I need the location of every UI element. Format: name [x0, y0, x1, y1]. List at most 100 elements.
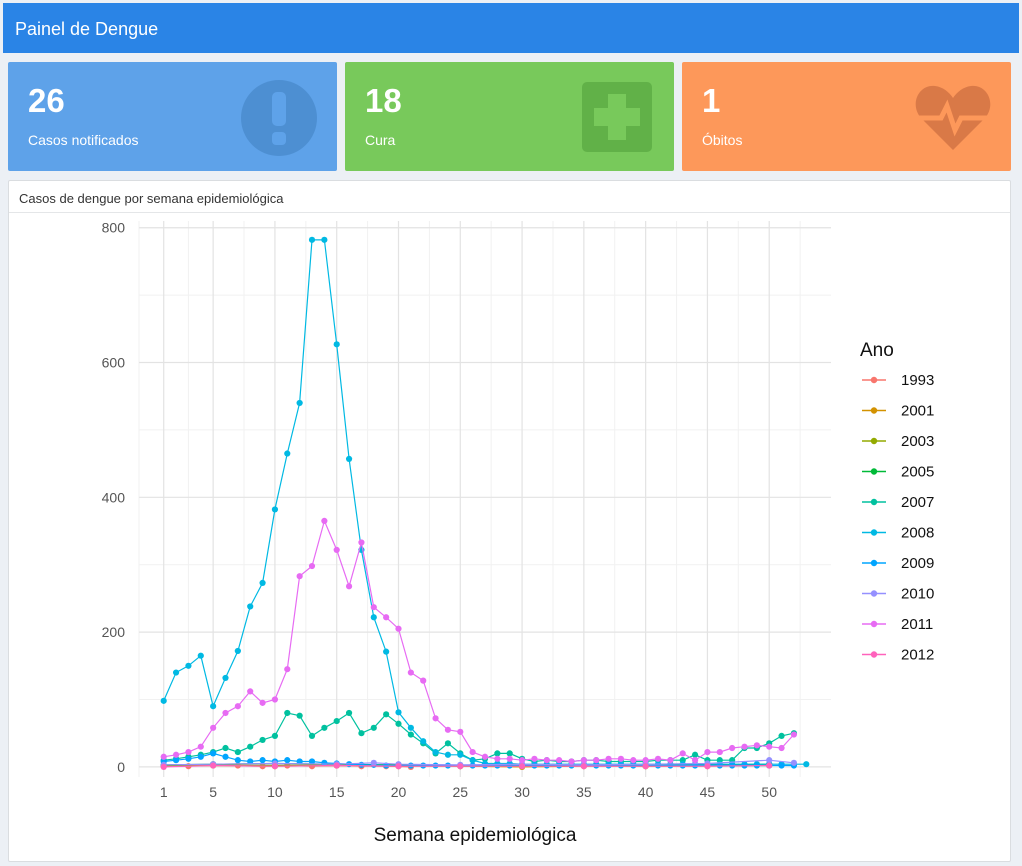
data-point-2009: [197, 753, 204, 760]
plus-square-icon: [582, 82, 652, 152]
data-point-2009: [172, 757, 180, 764]
data-point-2007: [494, 750, 501, 757]
x-tick-label: 10: [267, 784, 283, 800]
legend-key-point: [870, 651, 878, 658]
cure-box: 18 Cura: [345, 62, 674, 171]
data-point-2011: [543, 757, 550, 764]
data-point-2007: [444, 740, 452, 747]
data-point-2012: [766, 762, 773, 769]
data-point-2011: [753, 742, 760, 749]
y-tick-label: 200: [102, 624, 126, 640]
data-point-2008: [172, 669, 180, 676]
legend-key-point: [870, 407, 878, 414]
app-header: Painel de Dengue: [3, 3, 1019, 53]
data-point-2008: [383, 648, 390, 655]
x-tick-label: 15: [329, 784, 345, 800]
data-point-2011: [172, 751, 180, 758]
x-tick-label: 50: [761, 784, 777, 800]
data-point-2009: [234, 757, 241, 764]
data-point-2008: [407, 724, 414, 731]
panel-divider: [9, 212, 1010, 213]
data-point-2011: [741, 743, 748, 750]
data-point-2011: [494, 755, 501, 762]
legend-key-point: [870, 529, 878, 536]
x-axis-label: Semana epidemiológica: [374, 825, 577, 846]
data-point-2009: [222, 753, 229, 760]
data-point-2011: [259, 699, 266, 706]
legend-key-point: [870, 559, 878, 567]
data-point-2010: [766, 757, 773, 764]
data-point-2008: [457, 751, 464, 758]
x-tick-label: 45: [700, 784, 716, 800]
data-point-2011: [469, 748, 476, 756]
data-point-2008: [420, 738, 427, 745]
data-point-2012: [395, 763, 402, 770]
data-point-2009: [543, 762, 550, 769]
data-point-2011: [432, 715, 439, 722]
x-tick-label: 20: [391, 784, 407, 800]
data-point-2009: [617, 762, 625, 769]
data-point-2011: [691, 757, 699, 764]
deaths-label: Óbitos: [702, 132, 743, 148]
data-point-2012: [704, 763, 711, 770]
data-point-2009: [296, 758, 303, 765]
data-point-2008: [210, 703, 217, 710]
data-point-2009: [654, 762, 662, 769]
data-point-2008: [444, 751, 452, 758]
data-point-2011: [518, 757, 526, 764]
legend-label: 2011: [901, 616, 933, 633]
data-point-2012: [580, 763, 587, 770]
legend-title: Ano: [860, 340, 894, 361]
legend-key-point: [870, 376, 878, 384]
data-point-2012: [457, 763, 464, 770]
legend-key-point: [870, 498, 878, 506]
data-point-2007: [395, 720, 402, 727]
data-point-2011: [271, 696, 279, 703]
data-point-2011: [197, 743, 204, 750]
data-point-2011: [296, 573, 303, 580]
series-line-2008: [163, 239, 807, 765]
data-point-2008: [432, 748, 439, 756]
cure-label: Cura: [365, 132, 396, 148]
data-point-2010: [790, 759, 798, 766]
data-point-2011: [420, 677, 427, 684]
data-point-2011: [568, 758, 575, 765]
data-point-2009: [469, 762, 476, 769]
data-point-2011: [234, 703, 241, 710]
x-tick-label: 40: [638, 784, 654, 800]
data-point-2011: [444, 726, 452, 733]
legend-label: 2003: [901, 433, 934, 450]
legend-label: 2007: [901, 494, 934, 511]
data-point-2009: [605, 762, 612, 769]
deaths-box: 1 Óbitos: [682, 62, 1011, 171]
data-point-2011: [358, 539, 365, 546]
data-point-2011: [370, 604, 377, 611]
data-point-2007: [222, 744, 229, 752]
data-point-2011: [481, 753, 489, 760]
data-point-2008: [370, 614, 377, 621]
exclamation-circle-icon: [241, 80, 317, 156]
data-point-2011: [345, 583, 353, 590]
data-point-2009: [556, 762, 563, 769]
data-point-2011: [729, 744, 736, 752]
data-point-2011: [716, 748, 723, 756]
data-point-2008: [345, 455, 353, 463]
data-point-2012: [333, 762, 340, 769]
chart-panel: Casos de dengue por semana epidemiológic…: [8, 180, 1011, 862]
data-point-2012: [271, 763, 279, 770]
data-point-2011: [321, 517, 328, 525]
x-tick-label: 35: [576, 784, 592, 800]
data-point-2008: [469, 757, 476, 764]
data-point-2011: [160, 753, 167, 760]
y-tick-label: 600: [102, 355, 126, 371]
data-point-2009: [210, 750, 217, 757]
data-point-2011: [506, 755, 513, 762]
data-point-2007: [321, 724, 328, 731]
data-point-2010: [370, 759, 377, 766]
data-point-2009: [420, 762, 427, 769]
data-point-2011: [308, 562, 316, 570]
data-point-2008: [234, 647, 241, 655]
data-point-2007: [370, 724, 377, 731]
data-point-2009: [630, 762, 637, 769]
